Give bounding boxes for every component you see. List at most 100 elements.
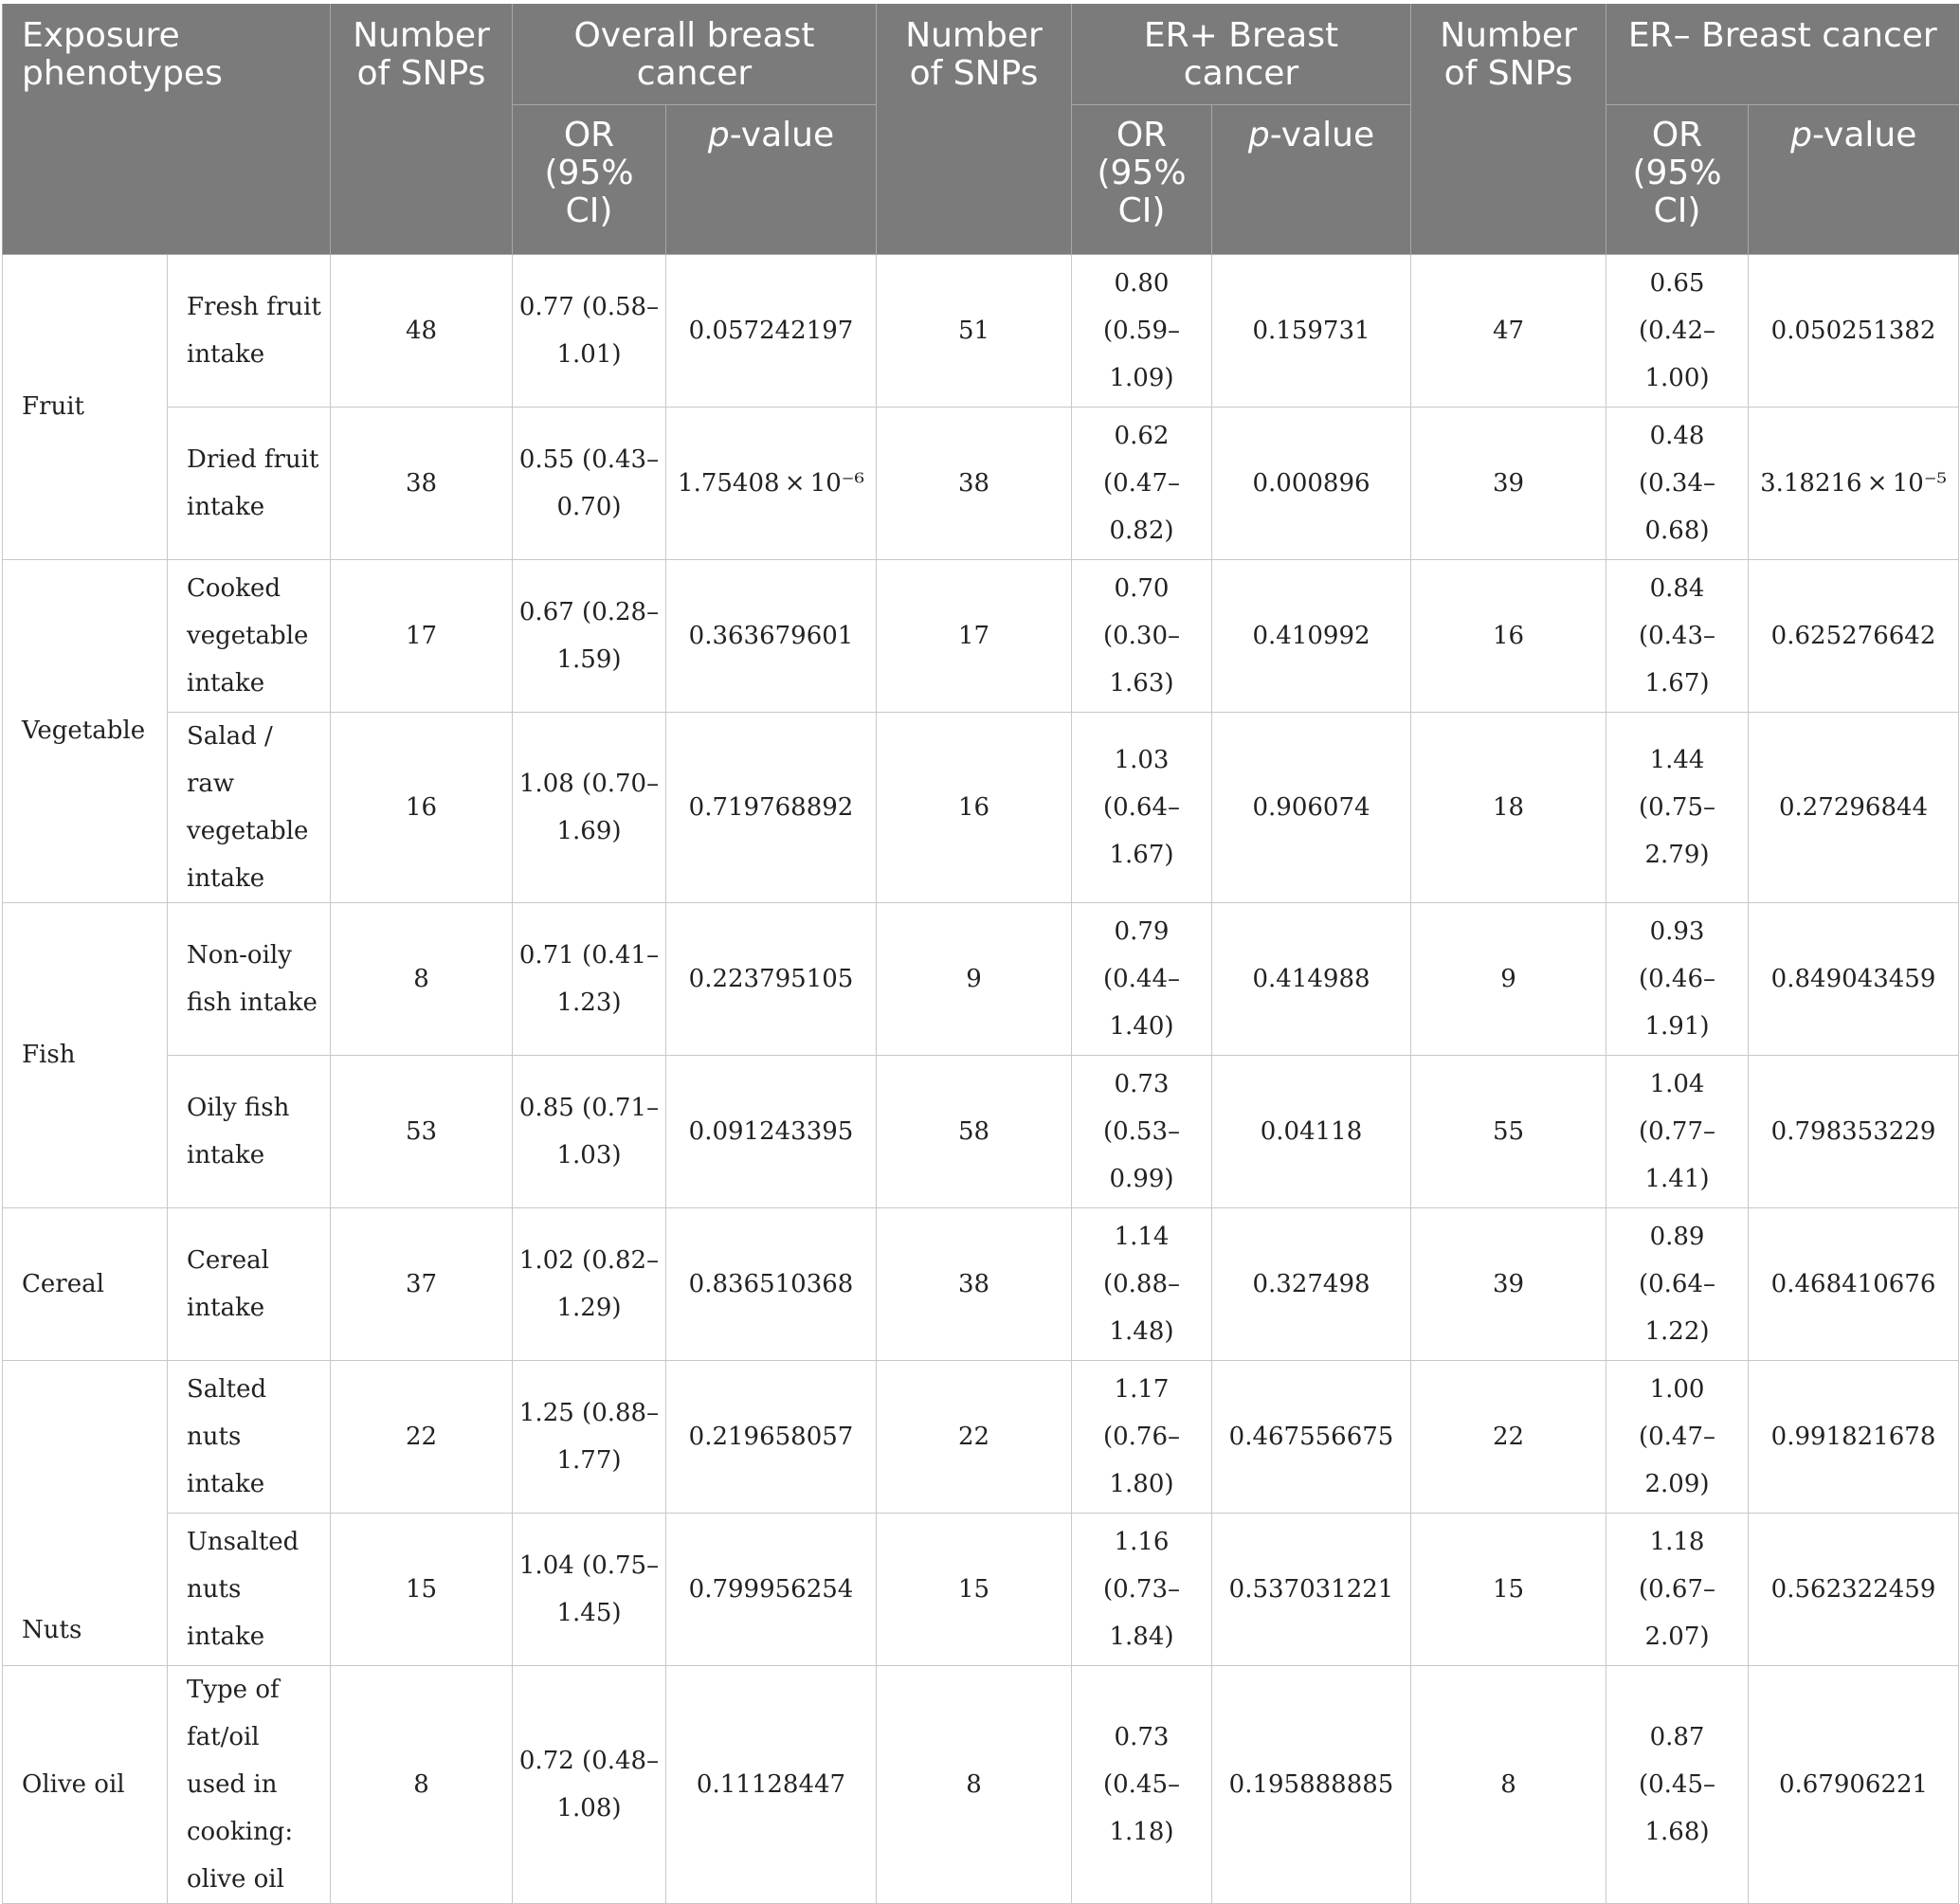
- overall-p-value: 0.057242197: [665, 253, 877, 408]
- er-positive-p-value: 0.410992: [1210, 558, 1412, 713]
- er-positive-or-ci: 0.62 (0.47–0.82): [1071, 406, 1212, 560]
- overall-p-value: 0.363679601: [665, 558, 877, 713]
- er-positive-snp-count: 38: [876, 1206, 1072, 1361]
- er-positive-p-value: 0.414988: [1210, 901, 1412, 1056]
- er-positive-p-value: 0.159731: [1210, 253, 1412, 408]
- er-negative-p-value: 0.625276642: [1748, 558, 1960, 713]
- table-row: Olive oil Type of fat/oil used in cookin…: [2, 1664, 1960, 1904]
- er-positive-p-value: 0.04118: [1210, 1054, 1412, 1208]
- overall-snp-count: 15: [330, 1512, 513, 1666]
- er-positive-snp-count: 51: [876, 253, 1072, 408]
- er-negative-p-value: 0.991821678: [1748, 1359, 1960, 1514]
- er-negative-or-ci: 1.00 (0.47–2.09): [1606, 1359, 1750, 1514]
- er-positive-p-value: 0.327498: [1210, 1206, 1412, 1361]
- er-negative-p-value: 0.468410676: [1748, 1206, 1960, 1361]
- exposure-cell: Salad / raw vegetable intake: [167, 711, 331, 903]
- p-value-suffix: -value: [1269, 115, 1375, 154]
- er-negative-snp-count: 39: [1410, 1206, 1607, 1361]
- overall-or-ci: 0.55 (0.43–0.70): [512, 406, 666, 560]
- er-negative-p-value: 0.67906221: [1748, 1664, 1960, 1904]
- results-table: Exposure phenotypes Number of SNPs Overa…: [2, 4, 1960, 1904]
- overall-p-value: 0.091243395: [665, 1054, 877, 1208]
- overall-or-ci: 1.04 (0.75–1.45): [512, 1512, 666, 1666]
- table-row: Cereal Cereal intake 37 1.02 (0.82–1.29)…: [2, 1206, 1960, 1361]
- p-letter: p: [707, 115, 730, 154]
- overall-or-ci: 0.85 (0.71–1.03): [512, 1054, 666, 1208]
- table-row: Vegetable Cooked vegetable intake 17 0.6…: [2, 558, 1960, 903]
- table-row: Fish Non-oily fish intake 8 0.71 (0.41–1…: [2, 901, 1960, 1208]
- table-row: Oily fish intake 53 0.85 (0.71–1.03) 0.0…: [3, 1054, 1960, 1208]
- er-positive-or-ci: 0.79 (0.44–1.40): [1071, 901, 1212, 1056]
- er-negative-or-ci: 1.44 (0.75–2.79): [1606, 711, 1750, 903]
- er-positive-or-ci: 1.03 (0.64–1.67): [1071, 711, 1212, 903]
- overall-p-value: 0.223795105: [665, 901, 877, 1056]
- exposure-cell: Non-oily fish intake: [167, 901, 331, 1056]
- er-positive-p-value: 0.000896: [1210, 406, 1412, 560]
- table-body: Fruit Fresh fruit intake 48 0.77 (0.58–1…: [2, 253, 1960, 1904]
- exposure-cell: Cereal intake: [167, 1206, 331, 1361]
- er-negative-snp-count: 8: [1410, 1664, 1607, 1904]
- table-row: Salad / raw vegetable intake 16 1.08 (0.…: [3, 711, 1960, 903]
- table-row: Nuts Salted nuts intake 22 1.25 (0.88–1.…: [2, 1359, 1960, 1666]
- overall-snp-count: 16: [330, 711, 513, 903]
- er-positive-snp-count: 9: [876, 901, 1072, 1056]
- exposure-cell: Oily fish intake: [167, 1054, 331, 1208]
- p-letter: p: [1247, 115, 1270, 154]
- overall-snp-count: 48: [330, 253, 513, 408]
- overall-or-ci: 1.25 (0.88–1.77): [512, 1359, 666, 1514]
- header-er-negative-breast-cancer: ER– Breast cancer: [1606, 4, 1959, 105]
- er-positive-snp-count: 16: [876, 711, 1072, 903]
- overall-p-value: 0.11128447: [665, 1664, 877, 1904]
- overall-snp-count: 37: [330, 1206, 513, 1361]
- p-value-suffix: -value: [729, 115, 835, 154]
- table-header: Exposure phenotypes Number of SNPs Overa…: [2, 4, 1959, 255]
- er-negative-p-value: 3.18216 × 10⁻⁵: [1748, 406, 1960, 560]
- exposure-cell: Type of fat/oil used in cooking: olive o…: [167, 1664, 331, 1904]
- group-cell: Olive oil: [2, 1664, 168, 1904]
- er-negative-snp-count: 55: [1410, 1054, 1607, 1208]
- exposure-cell: Salted nuts intake: [167, 1359, 331, 1514]
- er-positive-p-value: 0.467556675: [1210, 1359, 1412, 1514]
- header-exposure: Exposure phenotypes: [2, 4, 331, 255]
- er-positive-snp-count: 22: [876, 1359, 1072, 1514]
- er-negative-or-ci: 1.04 (0.77–1.41): [1606, 1054, 1750, 1208]
- header-p-value-er-positive: p-value: [1210, 104, 1411, 255]
- overall-or-ci: 0.77 (0.58–1.01): [512, 253, 666, 408]
- er-positive-p-value: 0.906074: [1210, 711, 1412, 903]
- overall-snp-count: 53: [330, 1054, 513, 1208]
- header-er-positive-breast-cancer: ER+ Breast cancer: [1070, 4, 1411, 105]
- er-negative-snp-count: 16: [1410, 558, 1607, 713]
- overall-p-value: 0.836510368: [665, 1206, 877, 1361]
- er-positive-snp-count: 15: [876, 1512, 1072, 1666]
- p-value-suffix: -value: [1812, 115, 1917, 154]
- table-row: Dried fruit intake 38 0.55 (0.43–0.70) 1…: [3, 406, 1960, 560]
- er-negative-snp-count: 22: [1410, 1359, 1607, 1514]
- header-p-value-er-negative: p-value: [1748, 104, 1959, 255]
- overall-snp-count: 8: [330, 901, 513, 1056]
- er-positive-or-ci: 0.70 (0.30–1.63): [1071, 558, 1212, 713]
- p-letter: p: [1790, 115, 1813, 154]
- er-negative-snp-count: 15: [1410, 1512, 1607, 1666]
- er-negative-snp-count: 47: [1410, 253, 1607, 408]
- er-negative-or-ci: 0.89 (0.64–1.22): [1606, 1206, 1750, 1361]
- er-negative-or-ci: 0.65 (0.42–1.00): [1606, 253, 1750, 408]
- group-cell: Cereal: [2, 1206, 168, 1361]
- overall-p-value: 1.75408 × 10⁻⁶: [665, 406, 877, 560]
- exposure-cell: Cooked vegetable intake: [167, 558, 331, 713]
- exposure-cell: Fresh fruit intake: [167, 253, 331, 408]
- er-positive-snp-count: 17: [876, 558, 1072, 713]
- overall-or-ci: 0.72 (0.48–1.08): [512, 1664, 666, 1904]
- header-p-value-overall: p-value: [665, 104, 877, 255]
- er-negative-snp-count: 18: [1410, 711, 1607, 903]
- er-negative-p-value: 0.798353229: [1748, 1054, 1960, 1208]
- er-positive-snp-count: 58: [876, 1054, 1072, 1208]
- er-positive-p-value: 0.537031221: [1210, 1512, 1412, 1666]
- er-negative-or-ci: 0.48 (0.34–0.68): [1606, 406, 1750, 560]
- header-overall-breast-cancer: Overall breast cancer: [512, 4, 877, 105]
- header-or-ci-er-negative: OR (95% CI): [1606, 104, 1749, 255]
- overall-or-ci: 0.67 (0.28–1.59): [512, 558, 666, 713]
- er-positive-or-ci: 1.16 (0.73–1.84): [1071, 1512, 1212, 1666]
- overall-p-value: 0.799956254: [665, 1512, 877, 1666]
- er-positive-or-ci: 0.73 (0.53–0.99): [1071, 1054, 1212, 1208]
- header-number-of-snps-er-positive: Number of SNPs: [876, 4, 1072, 255]
